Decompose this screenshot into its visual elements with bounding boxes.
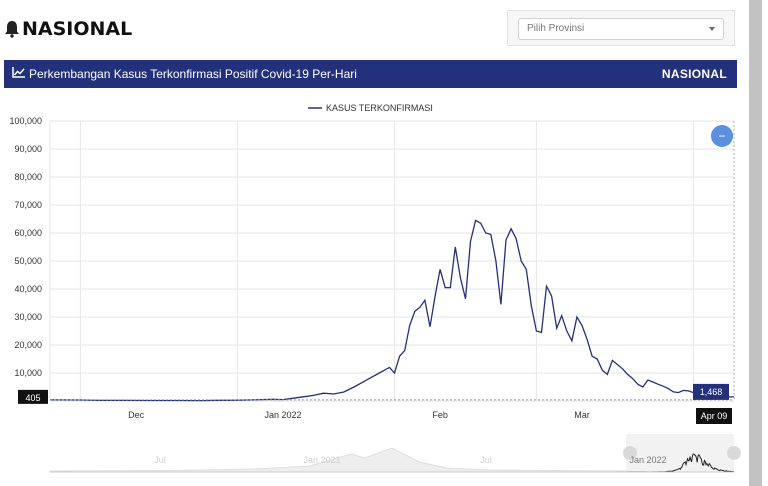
y-axis-ticks: 010,00020,00030,00040,00050,00060,00070,… — [9, 116, 42, 406]
province-select[interactable]: Pilih Provinsi — [507, 10, 735, 46]
x-tick-label: Mar — [574, 410, 590, 420]
range-navigator[interactable]: Jul Jan 2021 Jul Jan 2022 — [49, 434, 741, 473]
chart-grid — [49, 120, 734, 402]
x-crosshair-label-text: Apr 09 — [701, 411, 728, 421]
y-tick-label: 80,000 — [14, 172, 42, 182]
chart-header-title: Perkembangan Kasus Terkonfirmasi Positif… — [29, 67, 357, 81]
bell-icon — [4, 20, 20, 38]
x-tick-label: Dec — [128, 410, 145, 420]
chart-legend[interactable]: KASUS TERKONFIRMASI — [308, 103, 433, 113]
series-lines — [49, 219, 735, 402]
y-tick-label: 50,000 — [14, 256, 42, 266]
scrollbar-thumb[interactable] — [749, 0, 762, 486]
line-chart-icon — [12, 67, 26, 81]
navigator-x-label: Jan 2021 — [303, 455, 340, 465]
y-tick-label: 100,000 — [9, 116, 42, 126]
province-select-value: Pilih Provinsi — [527, 23, 585, 34]
y-tick-label: 20,000 — [14, 340, 42, 350]
legend-label[interactable]: KASUS TERKONFIRMASI — [326, 103, 433, 113]
y-tick-label: 70,000 — [14, 200, 42, 210]
y-tick-label: 90,000 — [14, 144, 42, 154]
navigator-selected-range — [626, 434, 734, 472]
minus-icon: − — [718, 129, 725, 143]
chart[interactable]: 010,00020,00030,00040,00050,00060,00070,… — [0, 96, 748, 486]
y-crosshair-label-right-text: 1,468 — [700, 387, 723, 397]
crosshair: 405 1,468 Apr 09 — [18, 121, 735, 424]
zoom-out-circle — [711, 125, 733, 147]
y-tick-label: 10,000 — [14, 368, 42, 378]
y-crosshair-label-left-text: 405 — [25, 393, 40, 403]
page-title: NASIONAL — [4, 16, 132, 42]
x-axis-ticks: Dec Jan 2022 Feb Mar — [128, 410, 590, 420]
page-title-text: NASIONAL — [22, 18, 133, 40]
province-select-box[interactable]: Pilih Provinsi — [518, 18, 724, 40]
x-crosshair-label — [696, 408, 732, 424]
x-tick-label: Jan 2022 — [265, 410, 302, 420]
series-line-kasus-terkonfirmasi[interactable] — [49, 219, 735, 402]
navigator-x-label: Jul — [154, 455, 166, 465]
x-tick-label: Feb — [432, 410, 448, 420]
navigator-x-label: Jul — [480, 455, 492, 465]
navigator-series-line — [626, 453, 734, 473]
zoom-out-button[interactable]: − — [711, 125, 733, 147]
y-tick-label: 40,000 — [14, 284, 42, 294]
navigator-handle-right[interactable] — [727, 446, 741, 460]
y-crosshair-label-left — [18, 389, 48, 404]
chart-header-scope: NASIONAL — [661, 67, 727, 81]
chart-header: Perkembangan Kasus Terkonfirmasi Positif… — [4, 60, 737, 88]
y-tick-label: 60,000 — [14, 228, 42, 238]
y-tick-label: 30,000 — [14, 312, 42, 322]
navigator-x-label: Jan 2022 — [629, 455, 666, 465]
navigator-handle-left[interactable] — [623, 446, 637, 460]
chevron-down-icon — [709, 27, 715, 31]
y-crosshair-label-right — [693, 383, 729, 400]
